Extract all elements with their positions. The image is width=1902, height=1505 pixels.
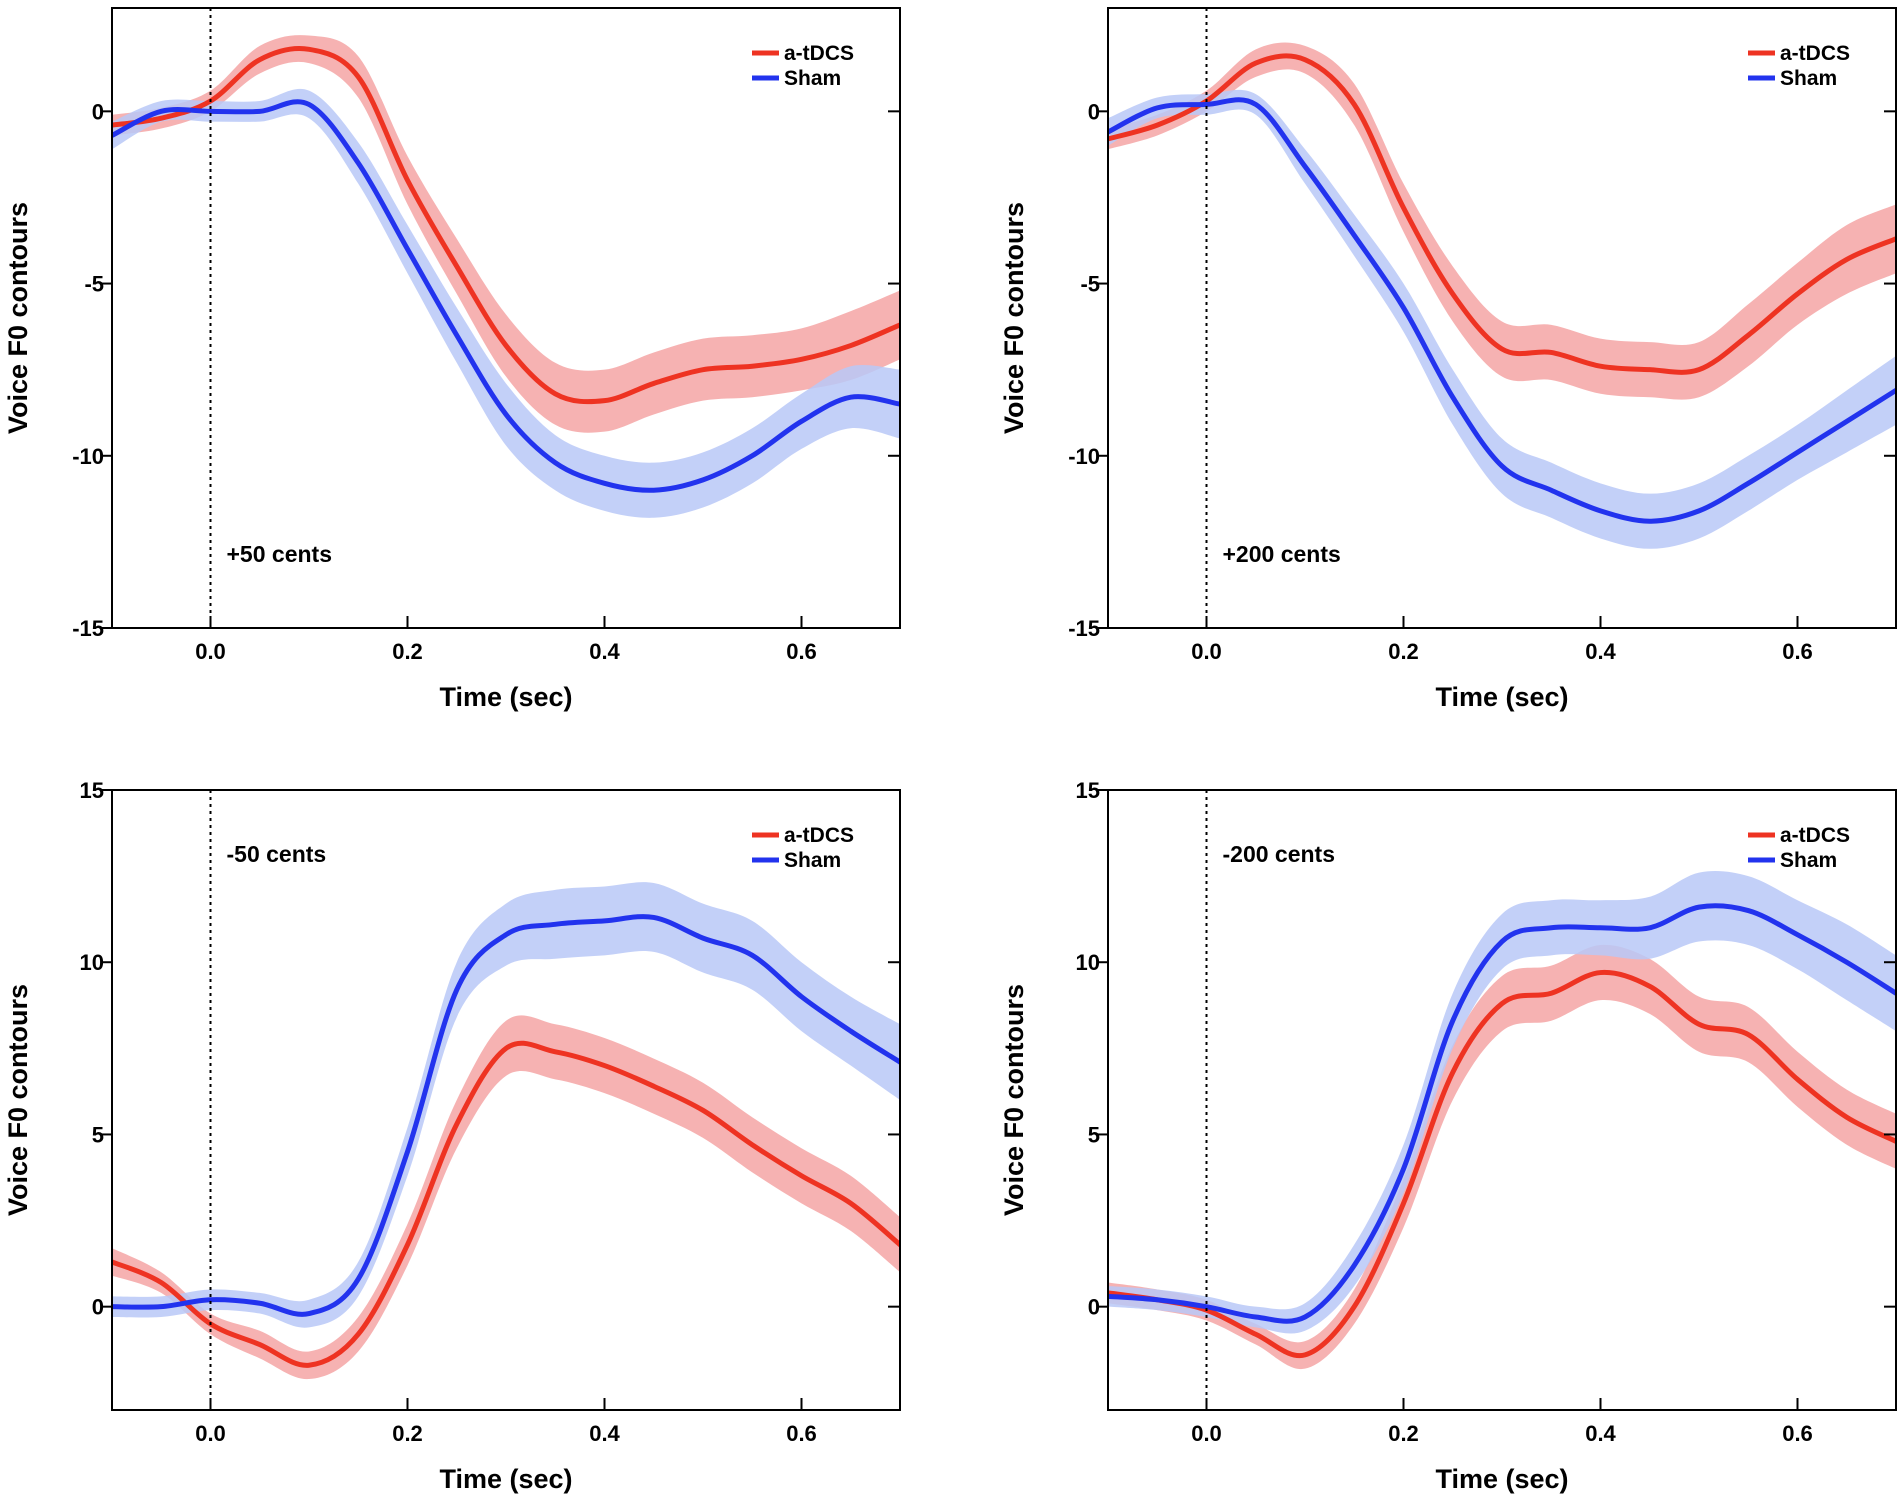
x-tick-label: 0.6 bbox=[1782, 639, 1813, 664]
x-tick-label: 0.4 bbox=[589, 639, 620, 664]
plot-area bbox=[112, 882, 900, 1380]
plot-frame bbox=[111, 7, 901, 629]
legend-label: Sham bbox=[784, 67, 841, 90]
x-tick-label: 0.0 bbox=[195, 639, 226, 664]
condition-annotation: -200 cents bbox=[1223, 841, 1336, 867]
legend-label: a-tDCS bbox=[784, 824, 854, 847]
condition-annotation: -50 cents bbox=[227, 841, 327, 867]
y-tick-label: 10 bbox=[1076, 950, 1100, 975]
x-tick-label: 0.6 bbox=[786, 1421, 817, 1446]
y-tick-label: 0 bbox=[92, 99, 104, 124]
series-line-sham bbox=[1108, 903, 1896, 1324]
error-band-sham bbox=[1108, 871, 1896, 1334]
y-tick-label: -5 bbox=[84, 272, 104, 297]
x-tick-label: 0.2 bbox=[1388, 639, 1419, 664]
x-axis-label: Time (sec) bbox=[439, 1464, 572, 1494]
plot-frame bbox=[111, 789, 901, 1411]
error-band-sham bbox=[112, 882, 900, 1328]
legend-label: Sham bbox=[784, 849, 841, 872]
y-axis-label: Voice F0 contours bbox=[3, 984, 33, 1216]
y-tick-label: 5 bbox=[1088, 1122, 1100, 1147]
x-tick-label: 0.2 bbox=[392, 639, 423, 664]
plot-frame bbox=[1107, 789, 1897, 1411]
x-tick-label: 0.6 bbox=[786, 639, 817, 664]
x-tick-label: 0.4 bbox=[589, 1421, 620, 1446]
chart-panel-1: 0.0 0.2 0.4 0.6 -15 -10 -5 0 Time (sec) Voice F0 … bbox=[3, 7, 901, 712]
plot-area bbox=[1108, 42, 1896, 549]
series-line-sham bbox=[1108, 97, 1896, 524]
error-band-a-tdcs bbox=[1108, 944, 1896, 1370]
y-tick-label: 0 bbox=[92, 1295, 104, 1320]
y-tick-label: 0 bbox=[1088, 1295, 1100, 1320]
y-axis-label: Voice F0 contours bbox=[999, 202, 1029, 434]
x-axis-label: Time (sec) bbox=[439, 682, 572, 712]
y-tick-label: 10 bbox=[80, 950, 104, 975]
y-axis-label: Voice F0 contours bbox=[3, 202, 33, 434]
legend-label: Sham bbox=[1780, 67, 1837, 90]
plot-frame bbox=[1107, 7, 1897, 629]
error-band-a-tdcs bbox=[112, 35, 900, 433]
series-line-a-tdcs bbox=[1108, 969, 1896, 1359]
series-line-a-tdcs bbox=[112, 1040, 900, 1368]
error-band-a-tdcs bbox=[112, 1015, 900, 1380]
y-tick-label: 5 bbox=[92, 1122, 104, 1147]
error-band-a-tdcs bbox=[1108, 42, 1896, 400]
y-tick-label: -15 bbox=[1068, 616, 1100, 641]
x-tick-label: 0.2 bbox=[392, 1421, 423, 1446]
y-tick-label: -10 bbox=[1068, 444, 1100, 469]
y-tick-label: 15 bbox=[1076, 778, 1100, 803]
chart-panel-2: 0.0 0.2 0.4 0.6 -15 -10 -5 0 Time (sec) Voice F0 … bbox=[999, 7, 1897, 712]
error-band-sham bbox=[1108, 89, 1896, 549]
x-tick-label: 0.4 bbox=[1585, 639, 1616, 664]
x-tick-label: 0.0 bbox=[1191, 1421, 1222, 1446]
y-tick-label: -5 bbox=[1080, 272, 1100, 297]
x-tick-label: 0.0 bbox=[195, 1421, 226, 1446]
legend-label: Sham bbox=[1780, 849, 1837, 872]
plot-area bbox=[1108, 871, 1896, 1370]
legend-label: a-tDCS bbox=[1780, 42, 1850, 65]
y-axis-label: Voice F0 contours bbox=[999, 984, 1029, 1216]
series-line-sham bbox=[112, 99, 900, 493]
x-tick-label: 0.0 bbox=[1191, 639, 1222, 664]
x-tick-label: 0.6 bbox=[1782, 1421, 1813, 1446]
error-band-sham bbox=[112, 88, 900, 518]
legend-label: a-tDCS bbox=[784, 42, 854, 65]
y-tick-label: 0 bbox=[1088, 99, 1100, 124]
condition-annotation: +50 cents bbox=[227, 541, 333, 567]
series-line-a-tdcs bbox=[112, 46, 900, 405]
x-tick-label: 0.2 bbox=[1388, 1421, 1419, 1446]
series-line-sham bbox=[112, 914, 900, 1317]
x-axis-label: Time (sec) bbox=[1435, 682, 1568, 712]
x-axis-label: Time (sec) bbox=[1435, 1464, 1568, 1494]
y-tick-label: -10 bbox=[72, 444, 104, 469]
chart-panel-4: 0.0 0.2 0.4 0.6 0 5 10 15 Time (sec) Voice F0 con… bbox=[999, 778, 1897, 1494]
plot-area bbox=[112, 35, 900, 518]
series-line-a-tdcs bbox=[1108, 53, 1896, 375]
chart-panel-3: 0.0 0.2 0.4 0.6 0 5 10 15 Time (sec) Voice F0 con… bbox=[3, 778, 901, 1494]
y-tick-label: -15 bbox=[72, 616, 104, 641]
condition-annotation: +200 cents bbox=[1223, 541, 1341, 567]
y-tick-label: 15 bbox=[80, 778, 104, 803]
legend-label: a-tDCS bbox=[1780, 824, 1850, 847]
x-tick-label: 0.4 bbox=[1585, 1421, 1616, 1446]
